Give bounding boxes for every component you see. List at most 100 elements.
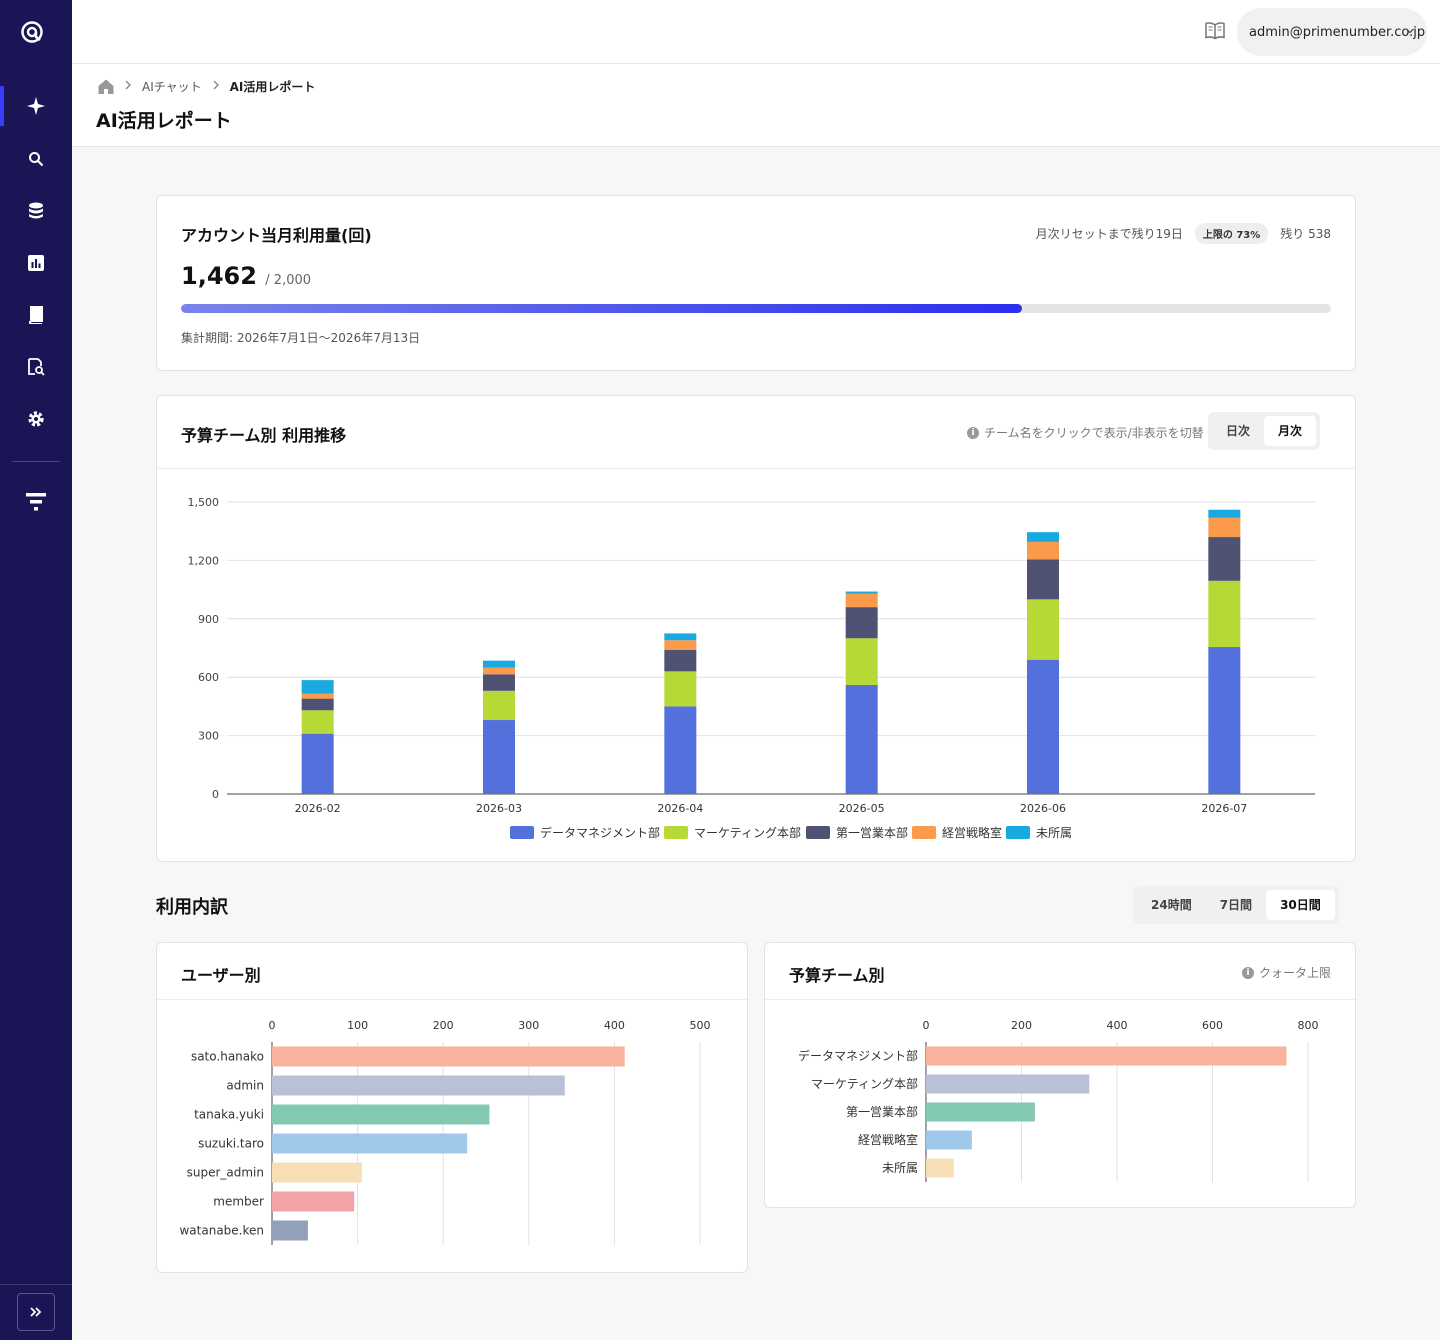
sidebar-item-pipeline[interactable] (0, 482, 72, 522)
legend-item[interactable]: 第一営業本部 (806, 825, 908, 840)
bar-segment[interactable] (483, 660, 515, 668)
bar-segment[interactable] (1208, 509, 1241, 518)
legend-swatch (664, 826, 688, 839)
bar[interactable] (272, 1133, 468, 1154)
top-bar: admin@primenumber.co.jp (72, 0, 1440, 64)
breadcrumb-separator-icon (212, 79, 220, 93)
bar[interactable] (272, 1191, 355, 1212)
usage-progress-fill (181, 304, 1022, 313)
bar-segment[interactable] (1208, 580, 1241, 648)
sidebar-expand-button[interactable] (17, 1293, 55, 1331)
bar[interactable] (272, 1162, 362, 1183)
bar-segment[interactable] (301, 710, 334, 734)
sidebar-item-data[interactable] (0, 191, 72, 231)
bar-segment[interactable] (1027, 541, 1059, 560)
bar-segment[interactable] (845, 593, 878, 608)
range-24h[interactable]: 24時間 (1151, 898, 1192, 912)
breadcrumb-separator-icon (124, 79, 132, 93)
legend-label: 未所属 (1036, 826, 1072, 840)
bar[interactable] (926, 1102, 1035, 1122)
document-search-icon (28, 358, 45, 376)
by-team-card: 予算チーム別 i クォータ上限 0 200 400 600 800 データマネジメント部マ… (764, 942, 1356, 1208)
bar-segment[interactable] (845, 638, 878, 685)
bar-segment[interactable] (483, 667, 515, 675)
bar-segment[interactable] (845, 607, 878, 639)
team-trend-card: 予算チーム別 利用推移 i チーム名をクリックで表示/非表示を切替 日次 月次 … (156, 395, 1356, 862)
bar[interactable] (272, 1104, 490, 1125)
info-icon: i (1241, 966, 1254, 979)
bar-segment[interactable] (664, 633, 697, 641)
bar-segment[interactable] (301, 680, 334, 694)
sidebar-item-catalog[interactable] (0, 295, 72, 335)
card-header-divider (157, 468, 1355, 469)
breadcrumb-ai-chat[interactable]: AIチャット (142, 79, 202, 94)
bar[interactable] (926, 1130, 972, 1150)
bar-segment[interactable] (1027, 599, 1059, 660)
bar[interactable] (272, 1046, 625, 1067)
category-label: 経営戦略室 (858, 1132, 918, 1147)
category-label: 未所属 (882, 1161, 918, 1175)
bar-segment[interactable] (483, 720, 515, 794)
bar-segment[interactable] (664, 671, 697, 707)
category-label: データマネジメント部 (798, 1048, 918, 1063)
by-user-title: ユーザー別 (181, 966, 261, 985)
bar-segment[interactable] (301, 693, 334, 699)
bar-segment[interactable] (301, 733, 334, 794)
bar-segment[interactable] (1027, 659, 1059, 794)
home-icon[interactable] (98, 79, 114, 94)
bar-segment[interactable] (301, 698, 334, 711)
category-label: member (213, 1195, 264, 1209)
docs-book-icon[interactable] (1205, 22, 1225, 40)
bar[interactable] (926, 1158, 954, 1178)
bar-segment[interactable] (664, 640, 697, 650)
bar[interactable] (272, 1220, 308, 1241)
sidebar-item-settings[interactable] (0, 399, 72, 439)
sidebar-item-search[interactable] (0, 139, 72, 179)
bar-segment[interactable] (1027, 559, 1059, 600)
sidebar-item-audit[interactable] (0, 347, 72, 387)
usage-percent-badge: 上限の 73% (1194, 223, 1269, 244)
toggle-monthly[interactable]: 月次 (1264, 416, 1317, 446)
chevron-down-icon (1406, 28, 1414, 34)
legend-item[interactable]: マーケティング本部 (664, 825, 801, 840)
toggle-daily[interactable]: 日次 (1226, 424, 1251, 438)
bar-segment[interactable] (845, 591, 878, 594)
sidebar-item-ai-chat[interactable] (0, 86, 72, 126)
x-tick-label: 2026-02 (295, 802, 341, 815)
bar-segment[interactable] (1208, 517, 1241, 538)
bar-segment[interactable] (664, 706, 697, 794)
bar-segment[interactable] (483, 690, 515, 721)
user-email: admin@primenumber.co.jp (1249, 24, 1426, 40)
bar-segment[interactable] (1027, 532, 1059, 542)
legend-item[interactable]: 未所属 (1006, 826, 1072, 840)
app-logo-icon[interactable] (20, 20, 44, 44)
x-tick-label: 2026-04 (657, 802, 703, 815)
y-tick-label: 0 (212, 788, 219, 801)
usage-title: アカウント当月利用量(回) (181, 226, 372, 245)
x-tick-label: 600 (1202, 1019, 1223, 1032)
trend-granularity-toggle: 日次 月次 (1208, 412, 1321, 450)
category-label: sato.hanako (191, 1050, 264, 1064)
range-30d[interactable]: 30日間 (1266, 890, 1335, 920)
usage-remaining: 残り 538 (1280, 227, 1331, 241)
bar[interactable] (272, 1075, 565, 1096)
bar-segment[interactable] (845, 684, 878, 794)
bar-segment[interactable] (664, 649, 697, 672)
trend-hint: i チーム名をクリックで表示/非表示を切替 (967, 424, 1204, 441)
bar-segment[interactable] (1208, 537, 1241, 581)
legend-item[interactable]: データマネジメント部 (510, 825, 660, 840)
bar-segment[interactable] (483, 674, 515, 691)
range-7d[interactable]: 7日間 (1219, 898, 1253, 912)
x-tick-label: 0 (269, 1019, 276, 1032)
usage-count: 1,462 / 2,000 (181, 262, 311, 290)
sidebar (0, 0, 72, 1340)
sidebar-item-reports[interactable] (0, 243, 72, 283)
x-tick-label: 2026-06 (1020, 802, 1066, 815)
bar[interactable] (926, 1046, 1287, 1066)
bar-segment[interactable] (1208, 647, 1241, 794)
legend-item[interactable]: 経営戦略室 (912, 825, 1002, 840)
user-menu-button[interactable]: admin@primenumber.co.jp (1237, 8, 1427, 56)
flow-icon (26, 493, 46, 511)
bar[interactable] (926, 1074, 1090, 1094)
legend-swatch (912, 826, 936, 839)
